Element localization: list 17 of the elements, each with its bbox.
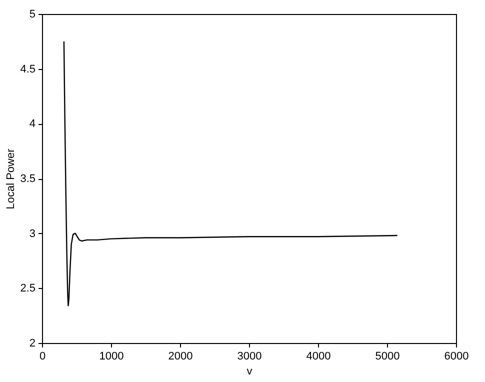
y-axis-title: Local Power: [5, 148, 18, 210]
line-series: [63, 40, 398, 306]
y-tick-label: 4.5: [20, 63, 36, 76]
y-tick-label: 5: [29, 8, 36, 20]
x-axis-title: v: [246, 366, 253, 378]
y-tick-label: 3.5: [20, 173, 36, 185]
y-tick-label: 2.5: [20, 282, 36, 295]
x-tick-label: 3000: [237, 350, 262, 362]
x-tick-label: 5000: [375, 350, 400, 362]
y-tick-label: 3: [29, 228, 36, 240]
x-tick-label: 6000: [444, 350, 469, 362]
x-tick-label: 0: [39, 350, 46, 362]
x-tick-label: 2000: [168, 350, 193, 362]
y-tick-label: 2: [29, 338, 36, 350]
y-tick-label: 4: [29, 118, 36, 130]
x-tick-label: 1000: [99, 350, 124, 362]
x-tick-label: 4000: [306, 350, 331, 362]
